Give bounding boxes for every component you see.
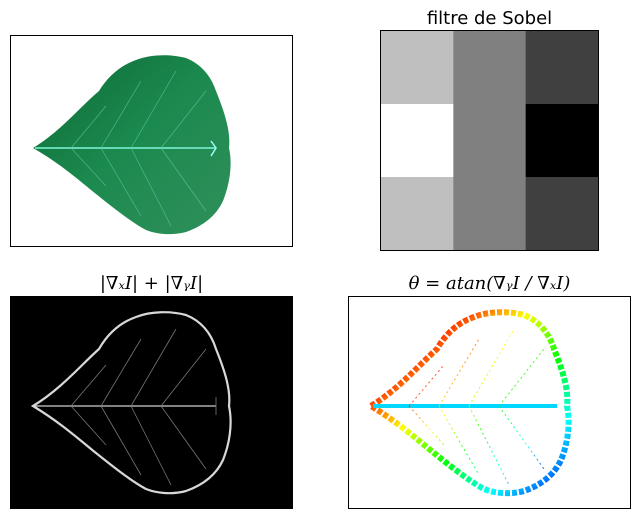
orientation-edge-outline: [365, 309, 572, 497]
gradient-orientation-image: [365, 309, 572, 497]
sobel-cell: [525, 31, 598, 105]
sobel-kernel-panel: [380, 30, 599, 251]
gradient-magnitude-panel: [10, 296, 293, 509]
leaf-photo-panel: [10, 35, 293, 247]
sobel-cell: [381, 177, 454, 250]
gradient-orientation-panel: [348, 296, 631, 509]
orientation-title: θ = atan(∇ᵧI / ∇ₓI): [408, 273, 571, 294]
sobel-cell: [381, 31, 454, 105]
leaf-veins: [70, 70, 207, 227]
sobel-cell: [525, 104, 598, 178]
sobel-title: filtre de Sobel: [426, 8, 553, 29]
sobel-cell: [525, 177, 598, 250]
leaf-edge-outline: [30, 311, 232, 495]
sobel-cell: [453, 104, 527, 178]
leaf-shape: [33, 55, 231, 235]
sobel-cell: [453, 177, 527, 250]
sobel-cell: [381, 104, 454, 178]
sobel-heatmap: [381, 31, 598, 250]
gradient-magnitude-image: [30, 311, 232, 495]
magnitude-title: |∇ₓI| + |∇ᵧI|: [99, 273, 204, 294]
leaf-photo: [33, 55, 231, 235]
sobel-cell: [453, 31, 527, 105]
